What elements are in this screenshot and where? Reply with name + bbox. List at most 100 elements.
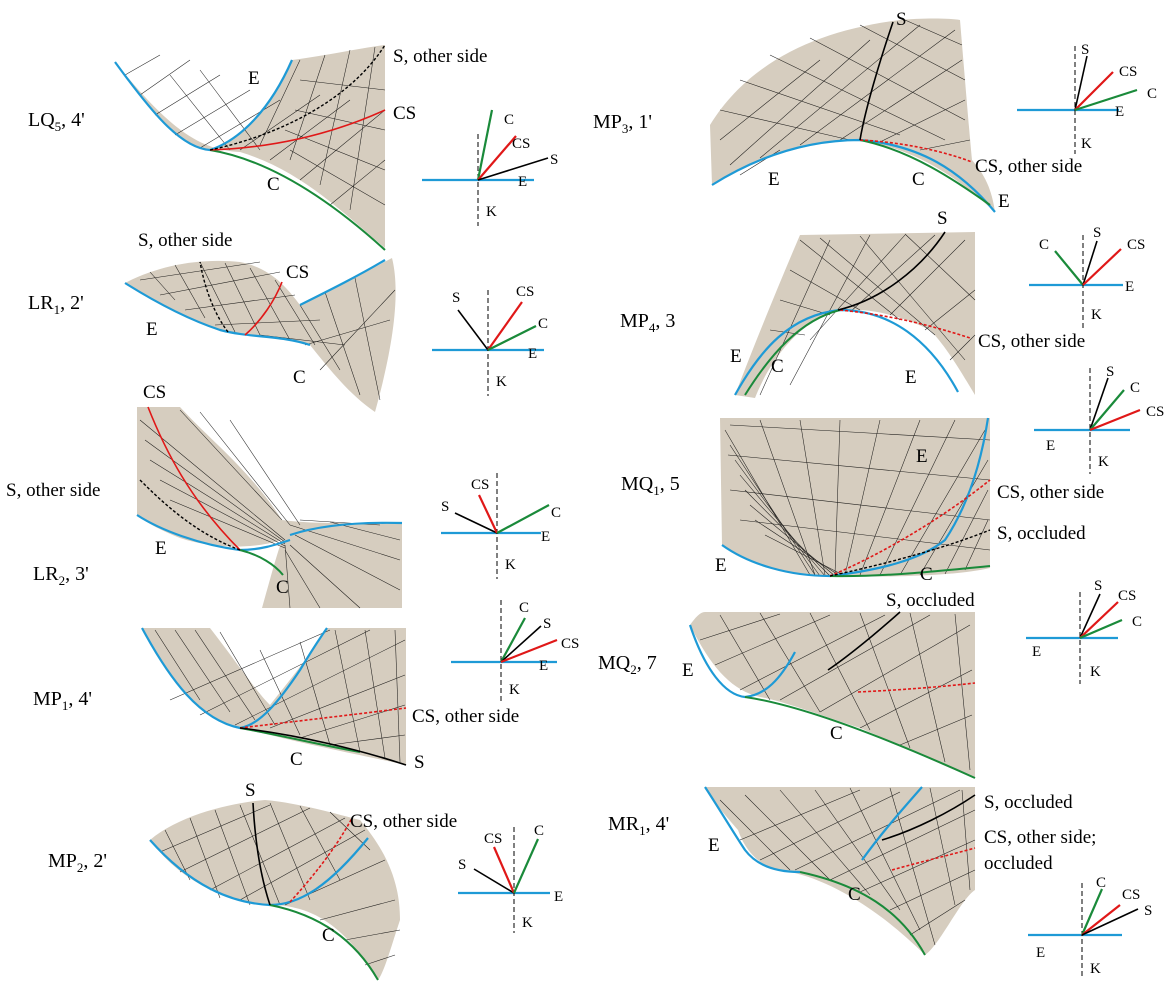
svg-text:S: S [550, 152, 558, 168]
svg-text:S: S [452, 290, 460, 306]
label-s: S [937, 208, 948, 229]
svg-text:C: C [504, 112, 514, 128]
label-e2: E [998, 191, 1010, 212]
label-e: E [730, 346, 742, 367]
panel-title: LR2, 3' [33, 563, 89, 588]
mesh [154, 629, 406, 763]
label-c: C [293, 367, 306, 388]
label-cs: CS, other side [997, 482, 1104, 503]
label-e2: E [916, 446, 928, 467]
mini-diagram: S CS C E K [441, 473, 561, 579]
singular-curve [239, 727, 407, 766]
svg-text:C: C [1132, 614, 1142, 630]
label-c: C [322, 925, 335, 946]
cusp-curve [839, 309, 971, 339]
panel-title: MP4, 3 [620, 310, 675, 335]
edge-curve-2 [289, 521, 403, 537]
cusp-curve [209, 109, 386, 151]
label-e: E [715, 555, 727, 576]
panel-mp4: MP4, 3 S E C E CS, other side C S CS E K [620, 208, 1145, 398]
label-c: C [912, 169, 925, 190]
mesh [139, 261, 396, 401]
svg-text:C: C [1039, 237, 1049, 253]
panel-lr1: LR1, 2' E C CS S, other side S CS C E K [28, 230, 548, 412]
label-c: C [848, 884, 861, 905]
panel-mq1: MQ1, 5 E E C CS, other side S, occluded … [621, 364, 1164, 585]
cusp-curve [829, 479, 991, 577]
label-cs: CS [393, 103, 416, 124]
label-s: S, occluded [984, 792, 1073, 813]
panel-title: MP3, 1' [593, 111, 652, 136]
surface [720, 418, 990, 577]
label-cs: CS [286, 262, 309, 283]
label-cs: CS, other side [412, 706, 519, 727]
surface [710, 18, 995, 212]
svg-text:C: C [551, 505, 561, 521]
panel-lq5: LQ5, 4' E C CS S, other side C CS S E K [28, 44, 558, 251]
svg-text:E: E [528, 346, 537, 362]
mini-diagram: S CS C E K [458, 823, 563, 933]
singular-curve [139, 479, 241, 551]
label-s: S, occluded [997, 523, 1086, 544]
surface [142, 628, 406, 765]
svg-text:CS: CS [471, 477, 489, 493]
panel-title: LQ5, 4' [28, 109, 85, 134]
svg-text:CS: CS [484, 831, 502, 847]
svg-text:S: S [1081, 42, 1089, 58]
svg-text:K: K [509, 682, 520, 698]
svg-text:E: E [1125, 279, 1134, 295]
mini-diagram: S CS C E K [1026, 578, 1142, 684]
svg-text:CS: CS [1118, 588, 1136, 604]
panel-title: MQ2, 7 [598, 652, 657, 677]
label-c: C [290, 749, 303, 770]
cusp-curve [891, 847, 976, 871]
label-c: C [830, 723, 843, 744]
mini-diagram: S CS C E K [1017, 42, 1157, 154]
svg-text:S: S [458, 857, 466, 873]
mesh [719, 19, 971, 176]
contour-curve [269, 904, 379, 981]
svg-text:E: E [1036, 945, 1045, 961]
label-cs-line2: occluded [984, 853, 1053, 874]
svg-text:C: C [538, 316, 548, 332]
surface [137, 407, 402, 608]
contour-curve [829, 565, 991, 578]
mini-diagram: C CS S E K [422, 109, 558, 226]
svg-text:K: K [1098, 454, 1109, 470]
singular-curve [829, 529, 991, 577]
label-s: S, other side [138, 230, 232, 251]
contour-curve [239, 549, 284, 576]
mini-diagram: S CS C E K [432, 284, 548, 396]
contour-curve [799, 871, 926, 956]
cusp-curve [857, 682, 976, 693]
svg-text:E: E [518, 174, 527, 190]
panel-mp2: MP2, 2' S C CS, other side S CS C E K [48, 780, 563, 981]
surface [690, 612, 975, 778]
svg-text:CS: CS [1119, 64, 1137, 80]
svg-text:K: K [522, 915, 533, 931]
svg-text:K: K [496, 374, 507, 390]
svg-text:E: E [1115, 104, 1124, 120]
mini-diagram: S C CS E K [1034, 364, 1164, 474]
svg-text:S: S [441, 499, 449, 515]
svg-text:C: C [519, 600, 529, 616]
mesh [139, 409, 401, 609]
panel-mp1: MP1, 4' C CS, other side S C S CS E K [33, 600, 579, 773]
singular-curve [859, 21, 894, 141]
edge-curve-2 [861, 786, 923, 861]
mesh [124, 46, 386, 211]
mesh [724, 419, 991, 577]
label-cs: CS, other side [975, 156, 1082, 177]
edge-curve [124, 282, 311, 347]
mini-diagram: C S CS E K [1029, 225, 1145, 329]
label-cs: CS, other side [978, 331, 1085, 352]
cusp-curve [239, 707, 407, 729]
label-s: S [245, 780, 256, 801]
mesh [759, 233, 976, 396]
label-e: E [682, 660, 694, 681]
panel-title: MR1, 4' [608, 813, 669, 838]
svg-text:C: C [1096, 875, 1106, 891]
svg-text:K: K [1081, 136, 1092, 152]
edge-curve [141, 627, 328, 730]
label-c: C [920, 564, 933, 585]
